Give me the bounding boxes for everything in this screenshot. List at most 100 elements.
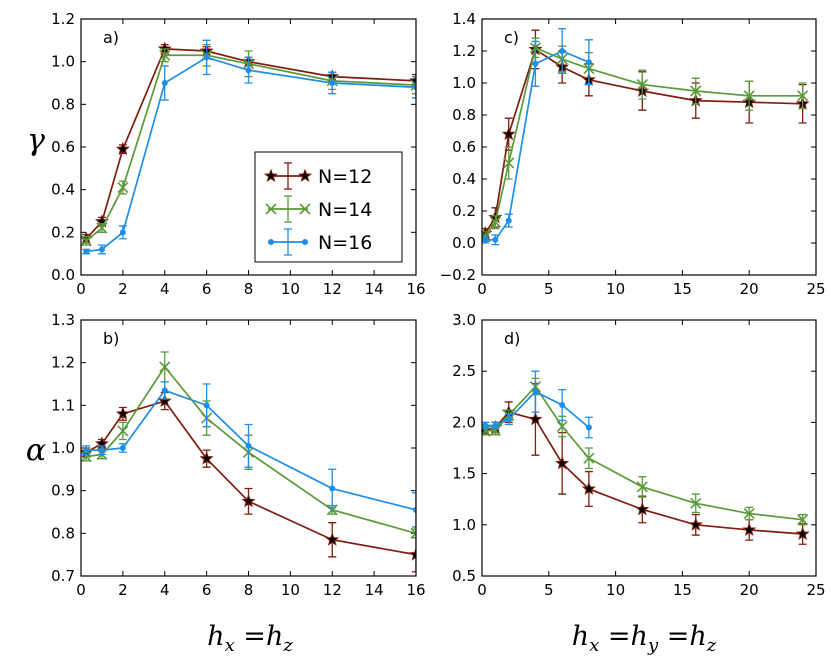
data-point <box>492 236 499 243</box>
series-n12 <box>81 391 416 573</box>
data-point <box>585 59 592 66</box>
legend-entry: N=12 <box>263 162 372 190</box>
axes-frame <box>80 18 417 276</box>
y-tick-label: 1.2 <box>51 10 75 28</box>
legend-entry: N=16 <box>268 228 372 256</box>
y-tick-label: 0.9 <box>51 482 75 500</box>
y-tick-label: 0.0 <box>452 234 476 252</box>
legend-marker <box>297 168 313 182</box>
series-line <box>484 46 803 238</box>
data-point <box>203 54 210 61</box>
data-point <box>690 497 702 509</box>
data-point <box>81 450 92 463</box>
data-point <box>410 527 416 539</box>
y-tick-label: 1.2 <box>51 354 75 372</box>
plot-area-c <box>482 27 810 246</box>
x-tick-label: 12 <box>323 280 342 298</box>
y-tick-label: 0.0 <box>51 266 75 284</box>
x-tick-label: 10 <box>281 280 300 298</box>
data-point <box>159 49 171 61</box>
x-tick-label: 16 <box>406 581 425 599</box>
series-n16 <box>82 381 416 528</box>
data-point <box>203 402 210 409</box>
data-point <box>482 236 489 243</box>
y-tick-label: 0.2 <box>452 202 476 220</box>
data-point <box>583 452 595 464</box>
data-point <box>503 157 515 169</box>
x-tick-label: 0 <box>76 581 86 599</box>
data-point <box>489 425 501 437</box>
panel-label-a: a) <box>103 28 119 47</box>
x-tick-label: 10 <box>281 581 300 599</box>
data-point <box>96 222 108 234</box>
data-point <box>115 141 130 156</box>
data-point <box>83 447 90 454</box>
series-n16 <box>82 39 416 255</box>
legend-label: N=14 <box>318 199 372 221</box>
y-tick-label: 0.8 <box>452 106 476 124</box>
data-point <box>241 493 256 508</box>
y-tick-label: 1.0 <box>452 516 476 534</box>
series-n12 <box>482 382 810 545</box>
x-tick-label: 15 <box>673 280 692 298</box>
data-point <box>482 422 489 429</box>
data-point <box>743 90 755 102</box>
series-line <box>485 385 803 521</box>
axes-frame <box>481 319 817 577</box>
y-tick-label: 1.3 <box>51 311 75 329</box>
plot-area-a <box>81 39 416 255</box>
x-tick-label: 16 <box>406 280 425 298</box>
x-tick-label: 5 <box>544 280 554 298</box>
series-n16 <box>482 27 593 246</box>
data-point <box>117 181 129 194</box>
y-tick-label: 2.5 <box>452 362 476 380</box>
data-point <box>581 481 596 495</box>
y-tick-label: 0.8 <box>51 95 75 113</box>
gamma-axis-label: γ <box>27 123 45 158</box>
x-tick-label: 6 <box>202 280 212 298</box>
series-line <box>85 400 416 556</box>
legend-box <box>254 151 403 263</box>
legend-marker <box>268 239 274 245</box>
x-tick-label: 12 <box>323 581 342 599</box>
panel-b: 0 2 4 6 8 10 12 14 16 0.7 0.8 0.9 1.0 1.1 1.2 1.3 b) <box>51 311 425 599</box>
legend-entry: N=14 <box>265 195 372 223</box>
data-point <box>585 424 592 431</box>
y-tick-label: 1.0 <box>51 53 75 71</box>
legend-marker <box>263 168 279 182</box>
data-point <box>408 547 416 561</box>
data-point <box>636 481 648 493</box>
legend-marker <box>265 203 277 215</box>
alpha-axis-label: α <box>26 433 46 468</box>
data-point <box>489 216 501 228</box>
series-line <box>86 389 416 511</box>
legend-errorbar <box>284 195 292 223</box>
axes-frame <box>80 319 417 577</box>
y-tick-label: 2.0 <box>452 413 476 431</box>
data-point <box>410 79 416 91</box>
data-point <box>559 401 566 408</box>
y-tick-label: 1.1 <box>51 396 75 414</box>
data-point <box>528 411 543 426</box>
panels: 0 2 4 6 8 10 12 14 16 0.0 0.2 0.4 0.6 0.8 1.0 1.2 a) 0 5 10… <box>51 10 825 599</box>
data-point <box>743 507 755 520</box>
y-tick-label: 1.2 <box>452 42 476 60</box>
error-bar <box>412 492 416 528</box>
data-point <box>742 522 757 536</box>
series-line <box>85 54 416 242</box>
legend-marker <box>299 203 311 215</box>
y-tick-label: 0.4 <box>452 170 476 188</box>
x-tick-label: 4 <box>160 280 170 298</box>
y-tick-label: 1.5 <box>452 465 476 483</box>
series-n12 <box>482 29 810 240</box>
data-point <box>532 60 539 67</box>
legend-errorbar <box>284 228 292 256</box>
data-point <box>636 79 648 91</box>
data-point <box>115 406 130 420</box>
data-point <box>505 217 512 224</box>
series-n16 <box>482 370 593 439</box>
data-point <box>161 80 168 86</box>
x-tick-label: 2 <box>118 280 128 298</box>
data-point <box>532 388 539 395</box>
